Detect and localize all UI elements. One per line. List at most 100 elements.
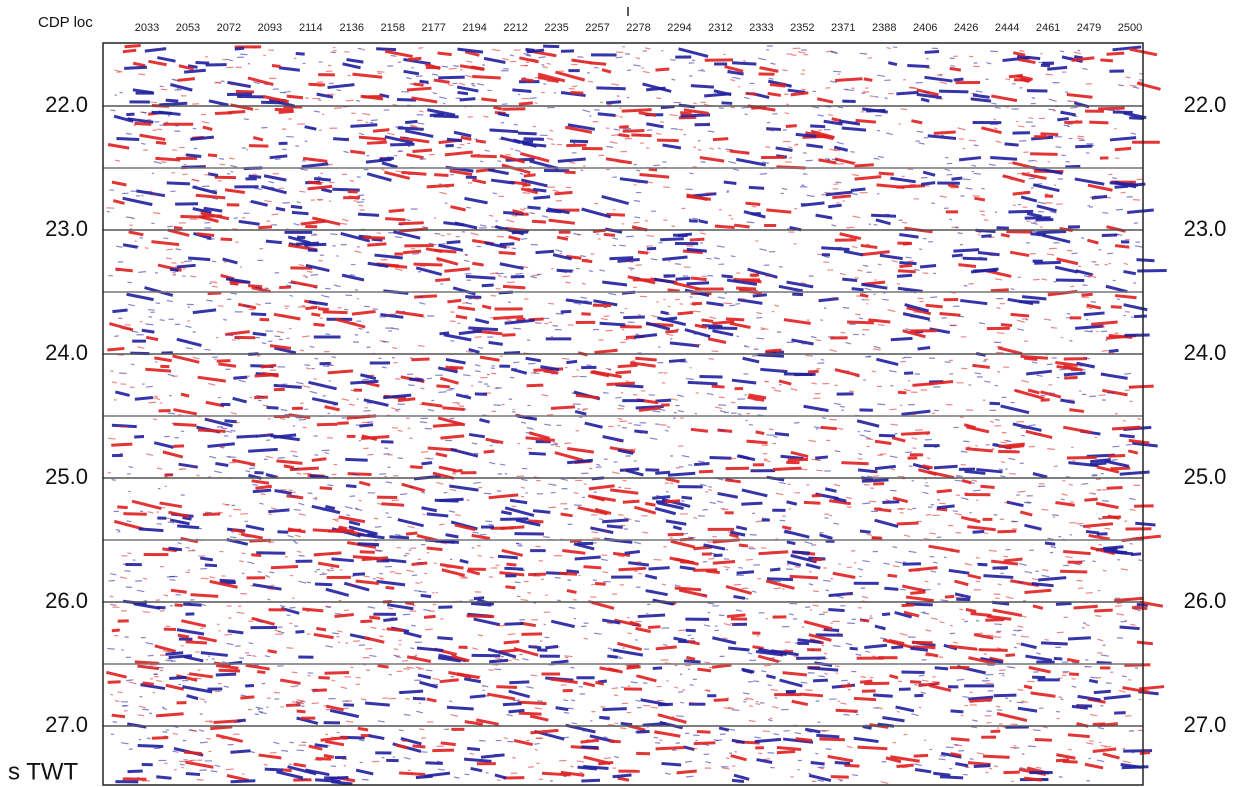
seismic-event: [976, 557, 980, 558]
seismic-event: [313, 530, 343, 532]
seismic-event: [237, 720, 245, 721]
seismic-event: [325, 646, 332, 647]
seismic-event: [581, 780, 600, 781]
seismic-event: [667, 427, 670, 428]
seismic-event: [989, 768, 992, 769]
seismic-event: [846, 643, 852, 644]
seismic-event: [855, 177, 882, 180]
seismic-event: [732, 710, 740, 711]
seismic-event: [841, 686, 852, 687]
seismic-event: [314, 455, 318, 456]
seismic-event: [262, 343, 266, 344]
seismic-event: [526, 438, 555, 441]
seismic-event: [315, 780, 340, 782]
seismic-event: [915, 430, 923, 431]
seismic-event: [325, 673, 350, 674]
seismic-event: [745, 203, 760, 204]
seismic-event: [599, 717, 610, 718]
seismic-event: [562, 551, 585, 554]
seismic-event: [1120, 627, 1140, 629]
seismic-event: [542, 65, 545, 66]
seismic-event: [625, 381, 629, 382]
seismic-event: [573, 143, 575, 144]
seismic-event: [295, 146, 299, 147]
seismic-event: [216, 735, 242, 741]
seismic-event: [332, 357, 336, 358]
seismic-event: [631, 682, 638, 683]
seismic-event: [368, 607, 376, 608]
seismic-event: [185, 326, 191, 327]
seismic-event: [520, 173, 523, 174]
seismic-event: [166, 626, 170, 627]
seismic-event: [694, 344, 701, 345]
seismic-event: [772, 388, 776, 389]
seismic-event: [806, 690, 813, 691]
seismic-event: [768, 685, 772, 686]
seismic-event: [551, 407, 575, 409]
seismic-event: [530, 276, 537, 278]
seismic-event: [367, 142, 387, 143]
seismic-event: [510, 149, 513, 150]
seismic-event: [152, 738, 168, 739]
seismic-event: [170, 191, 175, 192]
seismic-event: [383, 454, 389, 455]
seismic-event: [501, 512, 511, 514]
seismic-event: [1036, 767, 1042, 768]
seismic-event: [1085, 764, 1103, 768]
seismic-event: [678, 411, 684, 412]
seismic-event: [822, 418, 826, 419]
seismic-event: [166, 258, 172, 259]
seismic-event: [359, 133, 364, 134]
seismic-event: [215, 463, 228, 465]
seismic-event: [106, 672, 126, 677]
seismic-event: [756, 317, 762, 318]
seismic-event: [840, 406, 845, 407]
seismic-event: [466, 303, 472, 304]
seismic-event: [1007, 667, 1015, 668]
seismic-event: [108, 145, 129, 149]
seismic-event: [747, 222, 755, 223]
seismic-event: [896, 707, 914, 711]
seismic-event: [953, 250, 979, 251]
seismic-event: [295, 631, 304, 632]
seismic-event: [1107, 253, 1113, 254]
seismic-event: [345, 459, 367, 460]
seismic-event: [766, 129, 781, 130]
seismic-event: [438, 769, 445, 770]
seismic-event: [328, 85, 355, 88]
seismic-event: [796, 739, 813, 741]
seismic-event: [804, 622, 832, 629]
seismic-event: [184, 70, 206, 72]
seismic-event: [925, 51, 939, 52]
seismic-event: [864, 79, 873, 81]
seismic-event: [358, 544, 379, 545]
seismic-event: [685, 761, 692, 762]
seismic-event: [989, 164, 996, 165]
seismic-event: [922, 680, 929, 681]
seismic-event: [992, 568, 1007, 569]
seismic-event: [594, 633, 602, 634]
seismic-event: [489, 342, 503, 344]
seismic-event: [655, 400, 671, 401]
seismic-event: [955, 480, 962, 481]
seismic-event: [132, 331, 139, 332]
seismic-event: [749, 425, 753, 426]
seismic-event: [1064, 373, 1086, 375]
seismic-event: [315, 584, 332, 585]
seismic-event: [515, 150, 521, 151]
seismic-event: [837, 428, 843, 429]
seismic-event: [723, 638, 728, 639]
seismic-event: [301, 169, 308, 170]
seismic-event: [274, 314, 300, 319]
seismic-event: [1118, 85, 1124, 86]
seismic-event: [966, 449, 993, 451]
seismic-event: [763, 759, 770, 760]
seismic-event: [436, 386, 449, 387]
seismic-event: [900, 589, 906, 590]
seismic-event: [449, 511, 455, 512]
seismic-event: [359, 137, 386, 139]
seismic-event: [191, 595, 219, 597]
seismic-event: [945, 169, 950, 170]
seismic-event: [382, 367, 387, 368]
seismic-event: [239, 380, 246, 381]
